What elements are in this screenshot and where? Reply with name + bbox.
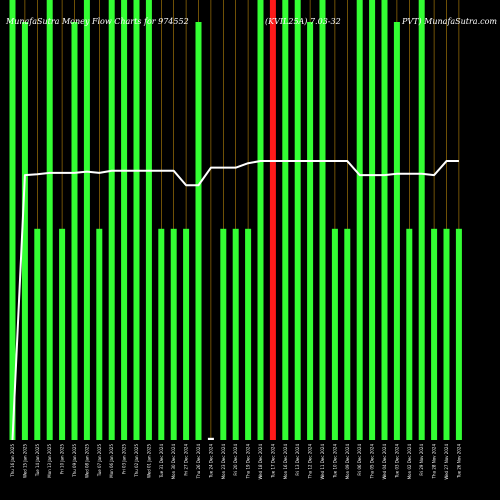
chart-bar <box>282 0 289 440</box>
x-tick-label: Thu 26 Dec 2024 <box>196 444 201 480</box>
chart-bar <box>34 228 41 440</box>
bar-layer <box>9 0 462 440</box>
chart-bar <box>455 228 462 440</box>
chart-bar <box>369 0 376 440</box>
chart-bar <box>443 228 450 440</box>
chart-bar <box>232 228 239 440</box>
x-tick-label: Wed 04 Dec 2024 <box>382 444 387 480</box>
chart-bar <box>170 228 177 440</box>
chart-bar <box>46 0 53 440</box>
x-tick-label: Thu 02 Jan 2025 <box>134 444 139 478</box>
x-tick-label: Mon 16 Dec 2024 <box>283 444 288 480</box>
chart-bar <box>83 0 90 440</box>
x-tick-label: Mon 09 Dec 2024 <box>345 444 350 480</box>
x-tick-label: Tue 03 Dec 2024 <box>394 444 399 479</box>
x-tick-label: Thu 12 Dec 2024 <box>308 444 313 480</box>
chart-title-right: PVT) MunafaSutra.com <box>401 17 497 26</box>
chart-bar <box>183 228 190 440</box>
x-tick-label: Tue 10 Dec 2024 <box>332 444 337 479</box>
chart-bar <box>393 22 400 440</box>
x-tick-label: Thu 28 Nov 2024 <box>432 444 437 480</box>
x-tick-label: Fri 27 Dec 2024 <box>184 444 189 476</box>
x-tick-label: Wed 11 Dec 2024 <box>320 444 325 480</box>
x-tick-label: Fri 10 Jan 2025 <box>60 444 65 474</box>
x-tick-label: Tue 14 Jan 2025 <box>35 444 40 478</box>
x-tick-label: Fri 20 Dec 2024 <box>233 444 238 476</box>
chart-bar <box>220 228 227 440</box>
x-tick-label: Wed 08 Jan 2025 <box>84 444 89 478</box>
chart-bar <box>21 22 28 440</box>
chart-bar <box>257 0 264 440</box>
x-tick-label: Thu 16 Jan 2025 <box>10 444 15 478</box>
x-tick-label: Tue 26 Nov 2024 <box>456 444 461 479</box>
x-tick-label: Fri 06 Dec 2024 <box>357 444 362 476</box>
chart-bar <box>121 0 128 440</box>
chart-bar <box>356 0 363 440</box>
chart-bar <box>207 437 214 440</box>
line-layer <box>11 160 459 441</box>
chart-bar <box>145 0 152 440</box>
chart-bar <box>406 228 413 440</box>
x-tick-label: Thu 05 Dec 2024 <box>370 444 375 480</box>
chart-bar <box>319 0 326 440</box>
x-tick-label: Thu 09 Jan 2025 <box>72 444 77 478</box>
x-tick-label: Wed 01 Jan 2025 <box>146 444 151 478</box>
chart-header: MunafaSutra Money Flow Charts for 974552… <box>5 17 497 26</box>
chart-bar <box>9 0 16 440</box>
money-flow-line <box>11 160 459 441</box>
x-tick-label: Mon 06 Jan 2025 <box>109 444 114 478</box>
chart-bar <box>71 22 78 440</box>
x-tick-label: Fri 03 Jan 2025 <box>122 444 127 474</box>
x-tick-label: Mon 13 Jan 2025 <box>47 444 52 478</box>
chart-bar <box>59 228 66 440</box>
x-tick-labels: Thu 16 Jan 2025 Wed 15 Jan 2025 Tue 14 Jan… <box>10 444 461 480</box>
chart-title-left: MunafaSutra Money Flow Charts for 974552 <box>5 17 189 26</box>
x-tick-label: Tue 17 Dec 2024 <box>270 444 275 479</box>
chart-bar <box>133 0 140 440</box>
x-tick-label: Tue 31 Dec 2024 <box>159 444 164 479</box>
chart-bar <box>294 0 301 440</box>
x-tick-label: Wed 15 Jan 2025 <box>22 444 27 478</box>
x-tick-label: Mon 30 Dec 2024 <box>171 444 176 480</box>
x-tick-label: Mon 23 Dec 2024 <box>221 444 226 480</box>
chart-bar <box>381 0 388 440</box>
x-tick-label: Fri 13 Dec 2024 <box>295 444 300 476</box>
chart-bar <box>245 228 252 440</box>
x-tick-label: Wed 27 Nov 2024 <box>444 444 449 480</box>
chart-bar <box>108 0 115 440</box>
x-tick-label: Mon 02 Dec 2024 <box>407 444 412 480</box>
chart-bar <box>307 22 314 440</box>
x-tick-label: Tue 07 Jan 2025 <box>97 444 102 478</box>
chart-bar <box>269 0 276 440</box>
chart-title-middle: (KVIL25A) 7.03-32 <box>265 17 341 26</box>
chart-bar <box>158 228 165 440</box>
x-tick-label: Thu 19 Dec 2024 <box>246 444 251 480</box>
chart-bar <box>418 0 425 440</box>
chart-bar <box>431 228 438 440</box>
chart-bar <box>195 22 202 440</box>
chart-bar <box>331 228 338 440</box>
chart-bar <box>96 228 103 440</box>
x-tick-label: Wed 18 Dec 2024 <box>258 444 263 480</box>
x-tick-label: Fri 29 Nov 2024 <box>419 444 424 476</box>
x-tick-label: Tue 24 Dec 2024 <box>208 444 213 479</box>
chart-bar <box>344 228 351 440</box>
